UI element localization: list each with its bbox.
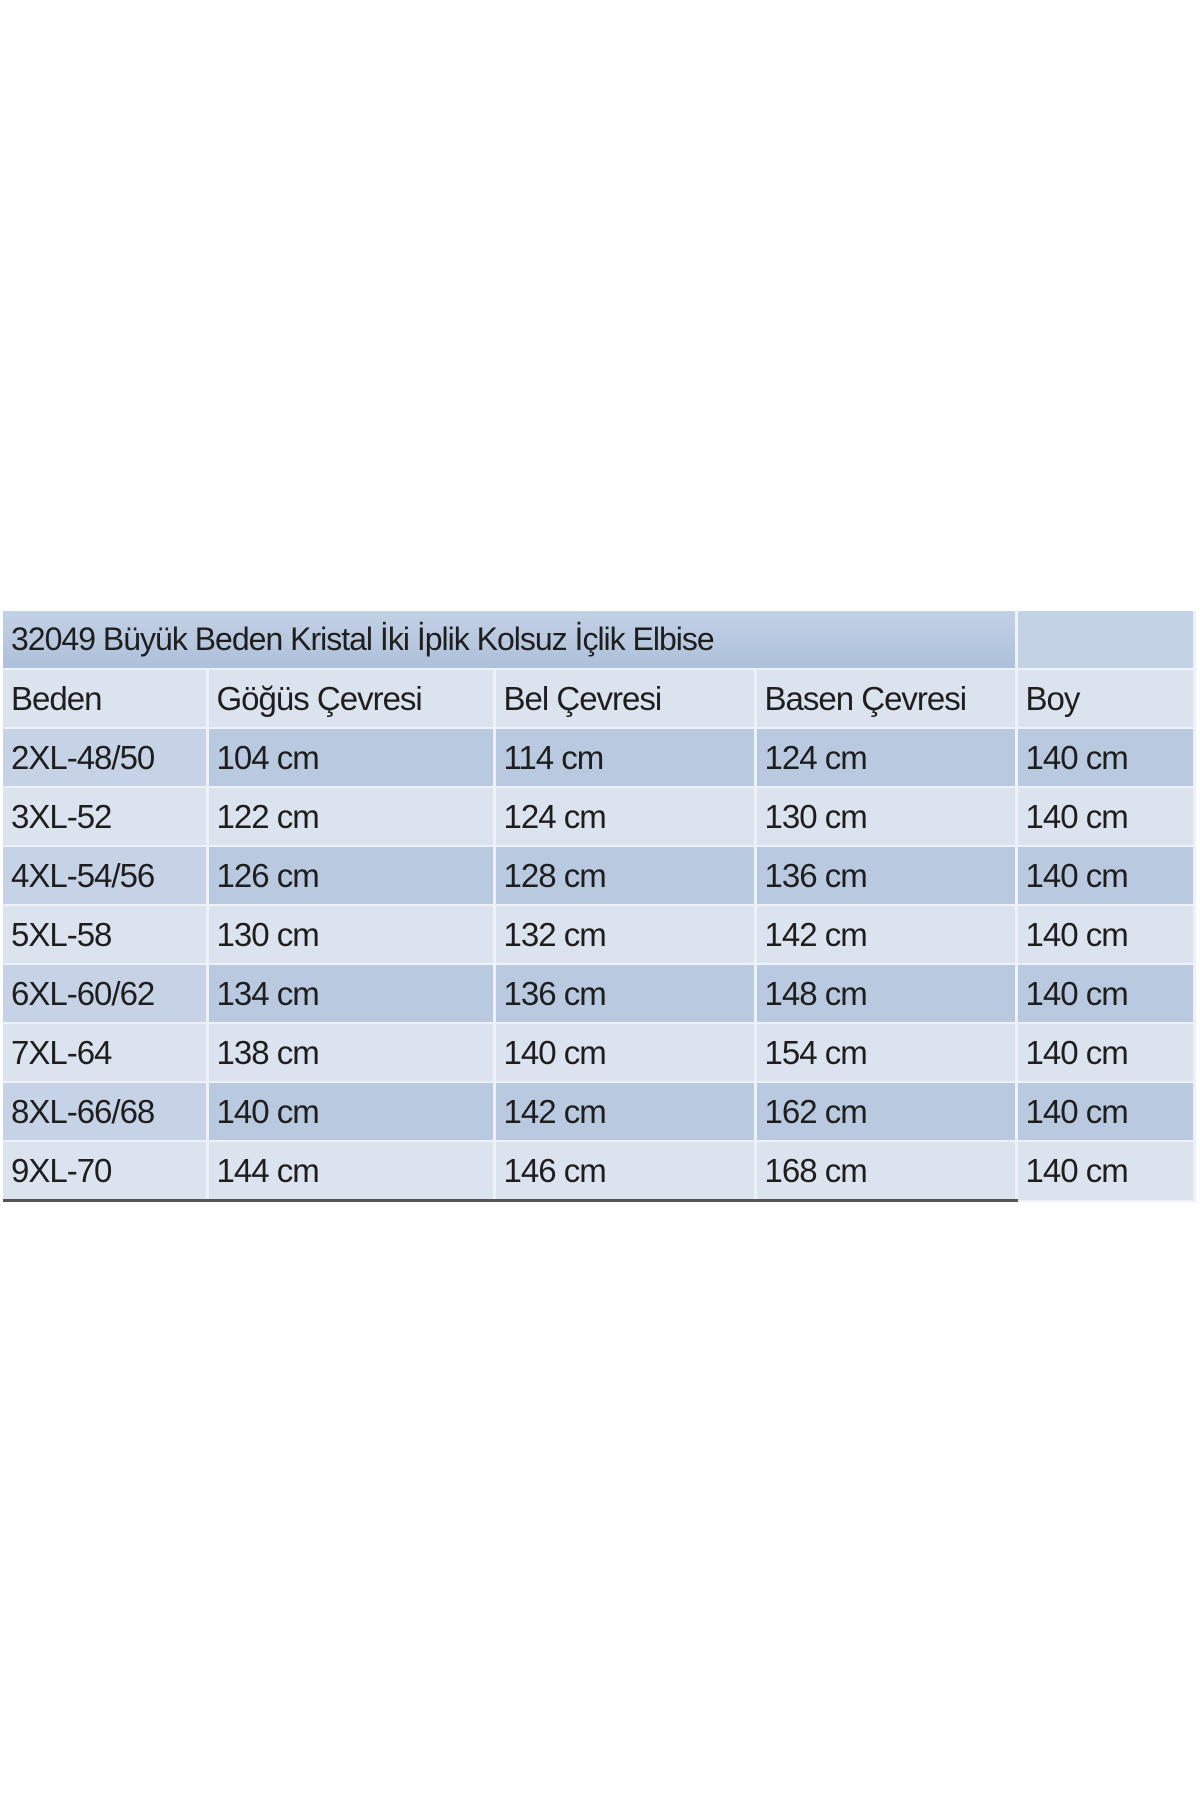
column-header: Basen Çevresi (755, 669, 1018, 729)
table-cell: 130 cm (207, 905, 496, 965)
table-cell: 140 cm (1016, 787, 1196, 847)
table-cell: 154 cm (755, 1023, 1018, 1083)
table-cell: 6XL-60/62 (3, 964, 209, 1024)
table-cell: 140 cm (207, 1082, 496, 1142)
table-cell: 3XL-52 (3, 787, 209, 847)
table-row: 8XL-66/68 140 cm 142 cm 162 cm 140 cm (3, 1082, 1196, 1142)
table-cell: 140 cm (1016, 964, 1196, 1024)
table-cell: 140 cm (1016, 846, 1196, 906)
table-cell: 140 cm (494, 1023, 757, 1083)
table-cell: 8XL-66/68 (3, 1082, 209, 1142)
table-cell: 132 cm (494, 905, 757, 965)
table-cell: 7XL-64 (3, 1023, 209, 1083)
table-cell: 142 cm (494, 1082, 757, 1142)
table-cell: 136 cm (755, 846, 1018, 906)
table-cell: 168 cm (755, 1141, 1018, 1202)
table-cell: 136 cm (494, 964, 757, 1024)
table-cell: 140 cm (1016, 1023, 1196, 1083)
table-cell: 2XL-48/50 (3, 728, 209, 788)
table-row: 9XL-70 144 cm 146 cm 168 cm 140 cm (3, 1141, 1196, 1202)
table-cell: 134 cm (207, 964, 496, 1024)
column-header: Göğüs Çevresi (207, 669, 496, 729)
table-row: 4XL-54/56 126 cm 128 cm 136 cm 140 cm (3, 846, 1196, 906)
table-cell: 140 cm (1016, 1141, 1196, 1202)
table-cell: 5XL-58 (3, 905, 209, 965)
title-row: 32049 Büyük Beden Kristal İki İplik Kols… (3, 611, 1196, 670)
table-cell: 104 cm (207, 728, 496, 788)
table-cell: 126 cm (207, 846, 496, 906)
size-chart-table: 32049 Büyük Beden Kristal İki İplik Kols… (3, 611, 1196, 1202)
table-cell: 122 cm (207, 787, 496, 847)
table-cell: 162 cm (755, 1082, 1018, 1142)
table-cell: 142 cm (755, 905, 1018, 965)
table-cell: 124 cm (494, 787, 757, 847)
table-row: 2XL-48/50 104 cm 114 cm 124 cm 140 cm (3, 728, 1196, 788)
table-cell: 144 cm (207, 1141, 496, 1202)
table-cell: 140 cm (1016, 728, 1196, 788)
table-cell: 146 cm (494, 1141, 757, 1202)
table-cell: 114 cm (494, 728, 757, 788)
table-cell: 140 cm (1016, 1082, 1196, 1142)
table-row: 5XL-58 130 cm 132 cm 142 cm 140 cm (3, 905, 1196, 965)
table-row: 7XL-64 138 cm 140 cm 154 cm 140 cm (3, 1023, 1196, 1083)
table-cell: 128 cm (494, 846, 757, 906)
blank-cell (1016, 611, 1196, 670)
table-cell: 124 cm (755, 728, 1018, 788)
column-header: Boy (1016, 669, 1196, 729)
column-header: Beden (3, 669, 209, 729)
column-header: Bel Çevresi (494, 669, 757, 729)
table-row: 3XL-52 122 cm 124 cm 130 cm 140 cm (3, 787, 1196, 847)
table-cell: 138 cm (207, 1023, 496, 1083)
table-cell: 4XL-54/56 (3, 846, 209, 906)
table-cell: 140 cm (1016, 905, 1196, 965)
table-cell: 130 cm (755, 787, 1018, 847)
table-row: 6XL-60/62 134 cm 136 cm 148 cm 140 cm (3, 964, 1196, 1024)
table-title: 32049 Büyük Beden Kristal İki İplik Kols… (3, 611, 1018, 670)
header-row: Beden Göğüs Çevresi Bel Çevresi Basen Çevre… (3, 669, 1196, 729)
table-cell: 148 cm (755, 964, 1018, 1024)
table-cell: 9XL-70 (3, 1141, 209, 1202)
